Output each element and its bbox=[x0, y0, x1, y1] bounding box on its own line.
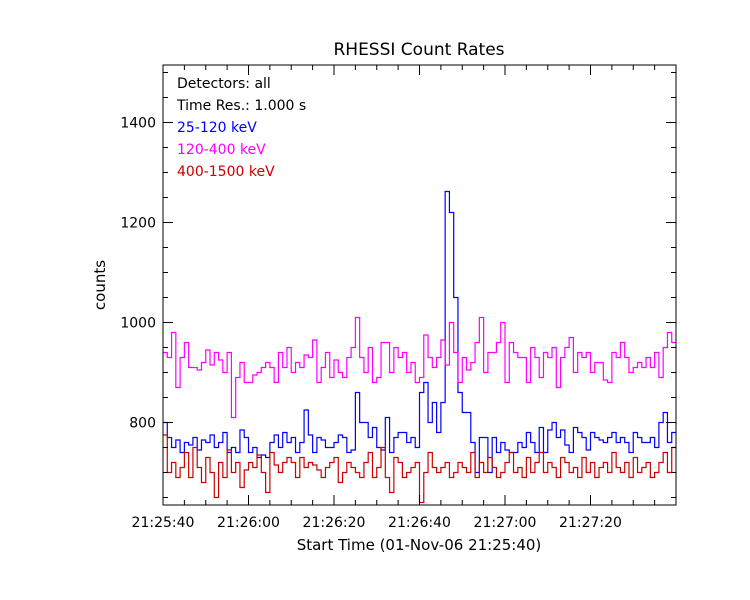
x-tick-label: 21:27:20 bbox=[559, 515, 622, 531]
series-layer bbox=[163, 190, 676, 504]
x-axis-label: Start Time (01-Nov-06 21:25:40) bbox=[297, 536, 542, 554]
x-tick-label: 21:26:00 bbox=[217, 515, 280, 531]
x-tick-label: 21:27:00 bbox=[474, 515, 537, 531]
plot-area: 21:25:40 21:26:00 21:26:20 21:26:40 21:27:00… bbox=[120, 64, 677, 531]
legend-entry-25-120-kev: 25-120 keV bbox=[177, 120, 257, 136]
axis-ticks: 21:25:40 21:26:00 21:26:20 21:26:40 21:27:00… bbox=[120, 65, 676, 531]
annotation-time-resolution: Time Res.: 1.000 s bbox=[176, 98, 306, 114]
annotation-detectors: Detectors: all bbox=[177, 76, 271, 92]
series-line-25-120-kev bbox=[163, 190, 676, 474]
x-tick-label: 21:26:40 bbox=[388, 515, 451, 531]
y-tick-label: 800 bbox=[129, 416, 156, 432]
x-tick-label: 21:26:20 bbox=[303, 515, 366, 531]
x-tick-label: 21:25:40 bbox=[132, 515, 195, 531]
y-tick-label: 1200 bbox=[120, 216, 156, 232]
legend-entry-120-400-kev: 120-400 keV bbox=[177, 142, 266, 158]
chart-title: RHESSI Count Rates bbox=[333, 40, 504, 60]
legend-entry-400-1500-kev: 400-1500 keV bbox=[177, 164, 275, 180]
legend-annotations: Detectors: all Time Res.: 1.000 s 25-120… bbox=[176, 76, 306, 180]
y-tick-label: 1000 bbox=[120, 316, 156, 332]
series-line-120-400-kev bbox=[163, 316, 676, 419]
y-tick-label: 1400 bbox=[120, 116, 156, 132]
series-line-400-1500-kev bbox=[163, 434, 676, 504]
y-axis-label: counts bbox=[91, 260, 109, 310]
